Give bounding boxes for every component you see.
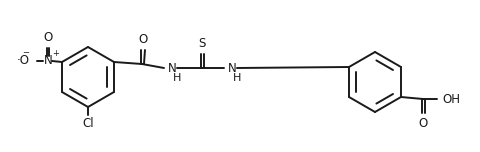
Text: O: O xyxy=(43,31,53,44)
Text: H: H xyxy=(232,73,241,83)
Text: N: N xyxy=(228,62,236,74)
Text: −: − xyxy=(22,48,29,57)
Text: H: H xyxy=(172,73,181,83)
Text: O: O xyxy=(138,33,148,46)
Text: +: + xyxy=(52,48,60,57)
Text: S: S xyxy=(198,37,205,50)
Text: OH: OH xyxy=(442,93,460,105)
Text: Cl: Cl xyxy=(82,117,94,130)
Text: ·O: ·O xyxy=(17,55,30,67)
Text: N: N xyxy=(44,55,52,67)
Text: N: N xyxy=(168,62,176,74)
Text: O: O xyxy=(419,117,428,130)
